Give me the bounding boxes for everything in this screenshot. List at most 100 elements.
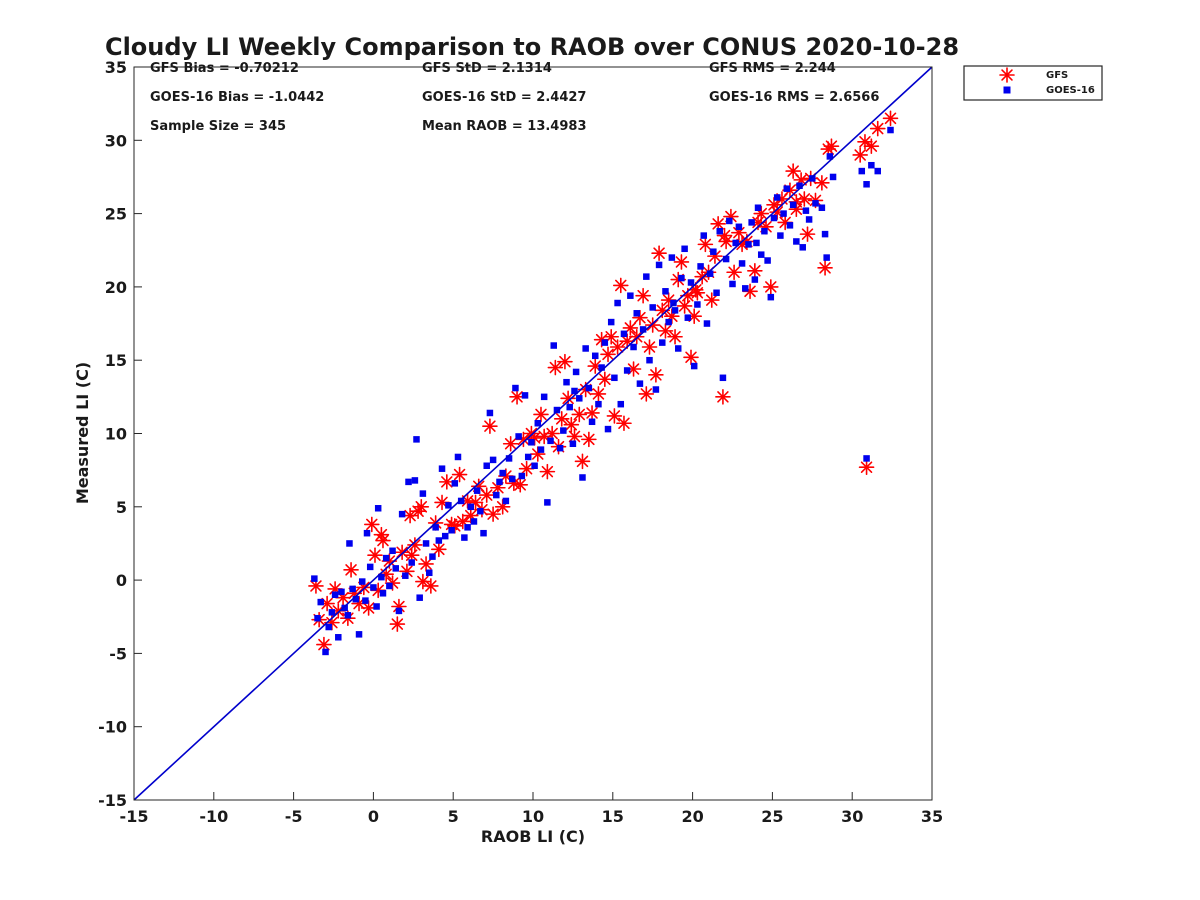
gfs-point — [628, 328, 645, 345]
y-tick-label: 0 — [116, 571, 127, 590]
goes16-point — [703, 320, 711, 327]
goes16-point — [764, 257, 771, 264]
goes16-point — [566, 403, 573, 411]
goes16-point — [467, 503, 475, 511]
gfs-point — [581, 431, 597, 448]
goes16-point — [591, 352, 599, 360]
goes16-point — [761, 227, 768, 235]
gfs-point — [478, 487, 495, 503]
goes16-point — [509, 475, 516, 483]
goes16-point — [710, 248, 717, 255]
goes16-point — [311, 575, 318, 582]
goes16-point — [863, 181, 870, 188]
goes16-point — [748, 219, 755, 226]
x-tick-label: -15 — [120, 807, 149, 826]
gfs-point — [574, 453, 591, 470]
goes16-point — [671, 307, 679, 314]
goes16-point — [713, 289, 720, 297]
goes16-point — [483, 462, 490, 470]
gfs-point — [533, 406, 549, 423]
goes16-point — [521, 392, 529, 399]
axis-ticks: -15 -10 -5 0 5 10 15 20 25 30 35 -15 -10 -5 0 5 10 15 20 25… — [98, 58, 943, 826]
goes16-point — [518, 472, 526, 480]
goes16-point — [534, 419, 542, 427]
gfs-point — [606, 408, 623, 424]
goes16-point — [405, 478, 412, 486]
x-tick-label: -5 — [285, 807, 303, 826]
goes16-point — [379, 590, 387, 597]
goes16-point — [773, 194, 781, 201]
goes16-point — [826, 153, 834, 160]
goes16-point — [338, 588, 345, 596]
goes16-point — [754, 204, 762, 211]
goes16-point — [569, 440, 577, 448]
goes16-point — [630, 343, 637, 351]
gfs-point — [512, 477, 529, 493]
goes16-point — [585, 384, 593, 392]
gfs-point — [644, 317, 661, 333]
goes16-point — [366, 563, 374, 571]
goes16-point — [473, 487, 481, 494]
goes16-point — [445, 502, 452, 509]
gfs-point — [343, 562, 359, 578]
goes16-point — [652, 386, 660, 393]
goes16-point — [722, 255, 730, 263]
gfs-point — [553, 411, 570, 427]
gfs-point — [557, 353, 573, 370]
gfs-point — [544, 425, 560, 442]
goes16-point — [729, 280, 736, 288]
gfs-point — [413, 498, 430, 515]
legend: GFS GOES-16 — [963, 65, 1103, 101]
goes16-point — [352, 595, 360, 603]
goes16-point — [438, 465, 446, 472]
gfs-point — [863, 138, 880, 154]
goes16-point — [777, 232, 784, 239]
goes16-point — [611, 374, 618, 382]
goes16-bias-stat: GOES-16 Bias = -1.0442 — [150, 90, 324, 105]
goes16-point — [416, 594, 423, 601]
goes16-point — [378, 573, 385, 581]
goes16-point — [502, 497, 510, 505]
goes16-point — [639, 326, 647, 333]
goes16-point — [863, 455, 870, 462]
goes16-point — [757, 251, 765, 258]
x-tick-label: 20 — [681, 807, 703, 826]
gfs-point — [571, 406, 588, 423]
goes16-point — [802, 207, 810, 214]
goes16-point — [451, 480, 459, 487]
goes16-point — [793, 238, 800, 245]
gfs-point — [726, 264, 742, 281]
goes16-point — [389, 547, 396, 555]
goes16-point — [435, 537, 443, 544]
gfs-point — [710, 216, 726, 232]
goes16-point — [560, 427, 567, 434]
goes16-point — [335, 634, 342, 641]
goes16-point — [868, 161, 875, 169]
gfs-point — [616, 415, 632, 432]
gfs-point — [814, 175, 830, 191]
gfs-point — [703, 292, 720, 308]
x-tick-label: -10 — [199, 807, 228, 826]
chart-title: Cloudy LI Weekly Comparison to RAOB over… — [105, 33, 959, 61]
goes16-point — [344, 612, 352, 619]
goes16-point — [700, 232, 708, 239]
y-tick-label: 35 — [105, 58, 127, 77]
goes16-point — [780, 210, 787, 217]
gfs-point — [509, 389, 525, 405]
goes16-point — [572, 368, 580, 376]
gfs-point — [584, 405, 600, 421]
goes16-point — [607, 318, 615, 326]
goes16-point — [314, 614, 321, 622]
goes16-point — [601, 339, 609, 346]
goes16-point — [537, 446, 545, 453]
goes16-point — [556, 444, 564, 452]
goes16-point — [576, 395, 583, 402]
y-tick-label: 10 — [105, 425, 127, 444]
y-tick-label: 25 — [105, 205, 127, 224]
goes16-point — [544, 499, 551, 506]
goes16-point — [681, 245, 688, 253]
gfs-point — [817, 260, 833, 276]
legend-goes16-square-icon — [1003, 86, 1011, 94]
goes16-point — [874, 167, 881, 175]
